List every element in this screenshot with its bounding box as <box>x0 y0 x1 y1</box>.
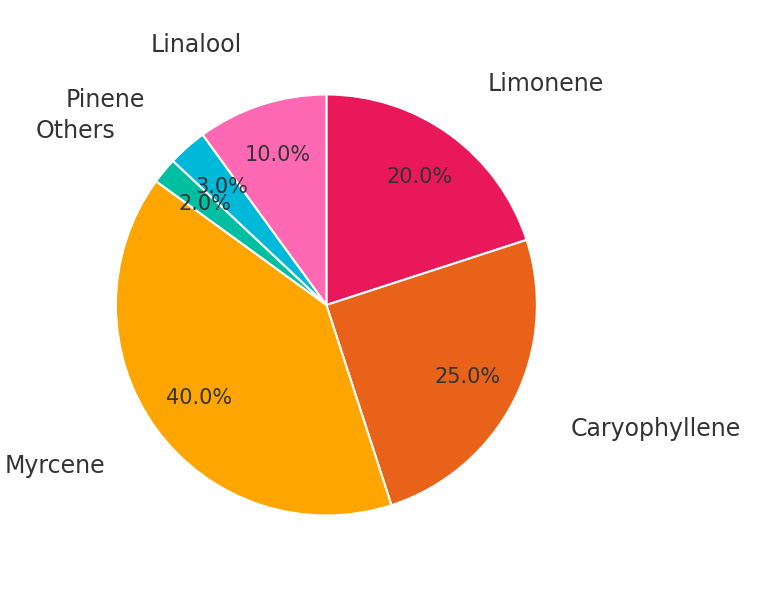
Wedge shape <box>173 135 326 305</box>
Text: Others: Others <box>36 118 115 142</box>
Text: 20.0%: 20.0% <box>386 167 452 187</box>
Text: Caryophyllene: Caryophyllene <box>570 417 740 441</box>
Wedge shape <box>203 94 326 305</box>
Wedge shape <box>326 94 527 305</box>
Text: Pinene: Pinene <box>66 88 145 112</box>
Text: 25.0%: 25.0% <box>434 367 500 387</box>
Wedge shape <box>116 181 392 515</box>
Text: Linalool: Linalool <box>151 33 242 57</box>
Text: 10.0%: 10.0% <box>244 145 311 165</box>
Text: Limonene: Limonene <box>487 72 604 96</box>
Text: 3.0%: 3.0% <box>196 176 248 197</box>
Wedge shape <box>326 240 537 505</box>
Text: 40.0%: 40.0% <box>166 388 232 408</box>
Wedge shape <box>156 161 326 305</box>
Text: Myrcene: Myrcene <box>5 454 105 478</box>
Text: 2.0%: 2.0% <box>178 194 231 214</box>
